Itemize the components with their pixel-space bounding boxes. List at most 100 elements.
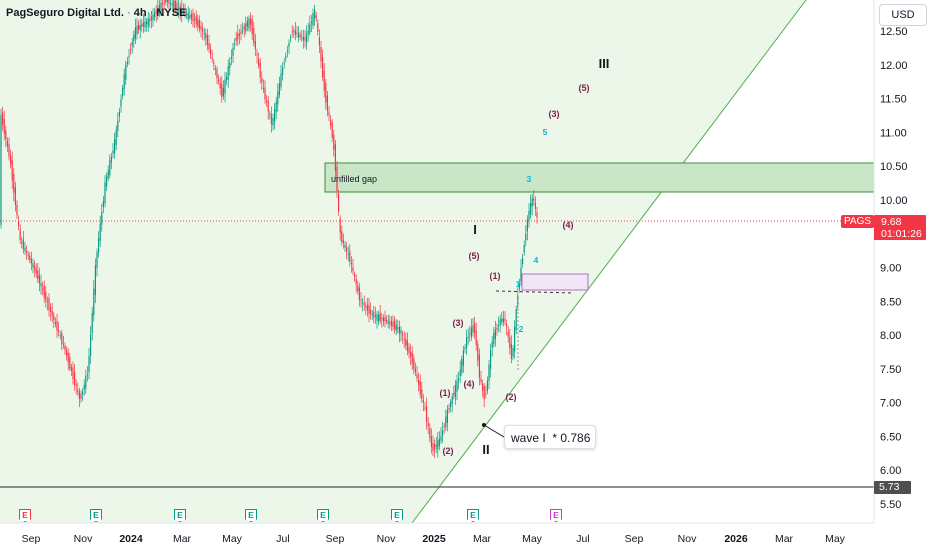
candle-body [498, 324, 500, 326]
candle-body [2, 112, 4, 125]
candle-body [163, 1, 165, 3]
wave-label[interactable]: 1 [516, 279, 521, 289]
wave-label[interactable]: (1) [440, 388, 451, 398]
currency-button[interactable]: USD [879, 4, 927, 26]
candle-body [406, 340, 408, 351]
candle-body [229, 62, 231, 68]
candle-body [181, 8, 183, 16]
wave-label[interactable]: (1) [490, 271, 501, 281]
candle-body [317, 23, 319, 33]
last-price-badge[interactable]: 9.68 01:01:26 [874, 215, 926, 240]
candle-body [0, 115, 2, 225]
candle-body [197, 18, 199, 27]
candle-body [162, 2, 164, 5]
price-axis[interactable]: 12.5012.0011.5011.0010.5010.009.509.008.… [880, 26, 908, 511]
candle-body [227, 66, 229, 80]
wave-label[interactable]: I [473, 222, 477, 237]
candle-body [410, 352, 412, 357]
candle-body [184, 10, 186, 15]
earnings-marker[interactable]: E [90, 509, 102, 522]
candle-body [285, 56, 287, 59]
target-box[interactable] [521, 273, 589, 291]
candle-body [59, 335, 61, 337]
wave-label[interactable]: 3 [527, 174, 532, 184]
candle-body [435, 444, 437, 447]
candle-body [320, 47, 322, 62]
unfilled-gap-zone[interactable] [324, 162, 874, 193]
candle-body [418, 380, 420, 385]
wave-label[interactable]: (5) [469, 251, 480, 261]
candle-body [248, 18, 250, 29]
candle-body [66, 349, 68, 356]
symbol-price-tag: PAGS [841, 215, 875, 228]
candle-body [480, 378, 482, 382]
last-price-value: 9.68 [881, 216, 902, 228]
wave-label[interactable]: (3) [549, 109, 560, 119]
earnings-marker[interactable]: E [19, 509, 31, 522]
candle-body [280, 73, 282, 88]
candle-body [144, 21, 146, 28]
candle-body [338, 193, 340, 212]
earnings-marker[interactable]: E [317, 509, 329, 522]
candle-body [141, 24, 143, 27]
wave-label[interactable]: 4 [534, 255, 539, 265]
candle-body [226, 77, 228, 80]
candle-body [34, 265, 36, 270]
candle-body [8, 144, 10, 157]
candle-body [99, 223, 101, 241]
candle-body [349, 251, 351, 262]
wave-label[interactable]: 2 [519, 324, 524, 334]
price-tick-label: 5.50 [880, 499, 901, 511]
wave-label[interactable]: (2) [506, 392, 517, 402]
candle-body [261, 77, 263, 83]
earnings-marker[interactable]: E [174, 509, 186, 522]
candle-body [155, 10, 157, 14]
price-tick-label: 11.00 [880, 127, 907, 139]
candle-body [83, 384, 85, 390]
earnings-marker[interactable]: E [550, 509, 562, 522]
wave-label[interactable]: (4) [464, 379, 475, 389]
candle-body [483, 386, 485, 400]
wave-label[interactable]: (4) [563, 220, 574, 230]
wave-callout[interactable]: wave I * 0.786 [504, 425, 596, 449]
candle-body [422, 400, 424, 403]
time-tick-label: May [522, 533, 543, 545]
candle-body [194, 18, 196, 20]
symbol-title[interactable]: PagSeguro Digital Ltd. · 4h · NYSE [6, 7, 187, 19]
candle-body [46, 301, 48, 303]
time-axis[interactable]: Sep Nov 2024 Mar May Jul Sep Nov 2025 Mar May Jul Se… [22, 533, 846, 545]
candle-body [382, 317, 384, 322]
time-tick-label: Jul [276, 533, 289, 545]
candle-body [376, 314, 378, 321]
time-tick-label: Sep [625, 533, 644, 545]
candle-body [286, 50, 288, 52]
candle-body [178, 8, 180, 10]
candle-body [152, 14, 154, 21]
candle-body [136, 25, 138, 35]
wave-label[interactable]: 5 [543, 127, 548, 137]
earnings-marker[interactable]: E [245, 509, 257, 522]
candle-body [426, 406, 428, 422]
candle-body [368, 305, 370, 314]
wave-label[interactable]: (5) [579, 83, 590, 93]
wave-label[interactable]: III [599, 56, 610, 71]
trend-line[interactable] [411, 0, 807, 523]
wave-label[interactable]: (3) [453, 318, 464, 328]
candle-body [238, 33, 240, 36]
candle-body [515, 309, 517, 330]
candle-body [86, 374, 88, 376]
candle-body [213, 62, 215, 65]
candle-body [64, 345, 66, 351]
wave-label[interactable]: II [482, 442, 489, 457]
candle-body [67, 352, 69, 363]
breakout-level-line[interactable] [495, 290, 575, 294]
candle-body [475, 330, 477, 345]
candle-body [202, 28, 204, 32]
candle-body [198, 20, 200, 29]
candle-body [389, 322, 391, 324]
wave-label[interactable]: (2) [443, 446, 454, 456]
earnings-marker[interactable]: E [391, 509, 403, 522]
earnings-marker[interactable]: E [467, 509, 479, 522]
gap-label[interactable]: unfilled gap [331, 174, 378, 184]
